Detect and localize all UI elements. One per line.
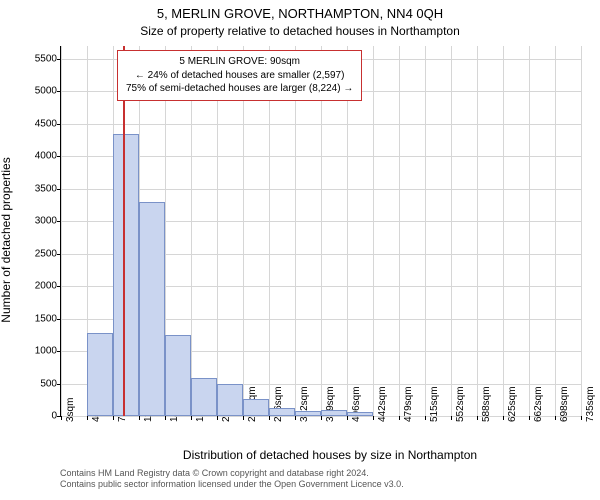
- histogram-bar: [243, 399, 269, 416]
- xtick-label: 479sqm: [403, 386, 414, 422]
- xtick-label: 332sqm: [299, 386, 310, 422]
- ytick-label: 2500: [35, 248, 57, 259]
- attribution-text: Contains HM Land Registry data © Crown c…: [60, 468, 404, 491]
- xtick-mark: [217, 416, 218, 420]
- xtick-mark: [347, 416, 348, 420]
- xtick-label: 662sqm: [533, 386, 544, 422]
- vgridline: [503, 46, 504, 416]
- xtick-mark: [191, 416, 192, 420]
- xtick-label: 735sqm: [585, 386, 596, 422]
- ytick-label: 5500: [35, 53, 57, 64]
- xtick-label: 552sqm: [455, 386, 466, 422]
- xtick-mark: [581, 416, 582, 420]
- xtick-label: 588sqm: [481, 386, 492, 422]
- ytick-label: 0: [51, 411, 57, 422]
- xtick-mark: [139, 416, 140, 420]
- vgridline: [269, 46, 270, 416]
- xtick-label: 296sqm: [273, 386, 284, 422]
- xtick-mark: [451, 416, 452, 420]
- ytick-label: 5000: [35, 86, 57, 97]
- vgridline: [321, 46, 322, 416]
- xtick-mark: [399, 416, 400, 420]
- histogram-bar: [217, 384, 243, 416]
- page-title-sub: Size of property relative to detached ho…: [0, 24, 600, 38]
- xtick-mark: [373, 416, 374, 420]
- vgridline: [581, 46, 582, 416]
- xtick-label: 3sqm: [65, 398, 76, 422]
- ytick-label: 1500: [35, 313, 57, 324]
- xtick-mark: [87, 416, 88, 420]
- histogram-bar: [295, 411, 321, 416]
- histogram-bar: [321, 410, 347, 416]
- xtick-mark: [295, 416, 296, 420]
- xtick-mark: [165, 416, 166, 420]
- xtick-mark: [61, 416, 62, 420]
- vgridline: [477, 46, 478, 416]
- xtick-label: 698sqm: [559, 386, 570, 422]
- xtick-label: 442sqm: [377, 386, 388, 422]
- annotation-line3: 75% of semi-detached houses are larger (…: [126, 82, 353, 96]
- xtick-mark: [477, 416, 478, 420]
- vgridline: [451, 46, 452, 416]
- annotation-line2: ← 24% of detached houses are smaller (2,…: [126, 69, 353, 83]
- xtick-mark: [555, 416, 556, 420]
- histogram-bar: [87, 333, 113, 416]
- vgridline: [243, 46, 244, 416]
- xtick-mark: [243, 416, 244, 420]
- histogram-bar: [191, 378, 217, 416]
- xtick-label: 369sqm: [325, 386, 336, 422]
- xtick-label: 406sqm: [351, 386, 362, 422]
- xtick-mark: [503, 416, 504, 420]
- histogram-bar: [347, 412, 373, 416]
- ytick-label: 3000: [35, 216, 57, 227]
- xtick-mark: [269, 416, 270, 420]
- xtick-label: 515sqm: [429, 386, 440, 422]
- vgridline: [217, 46, 218, 416]
- histogram-bar: [165, 335, 191, 416]
- vgridline: [191, 46, 192, 416]
- vgridline: [61, 46, 62, 416]
- vgridline: [347, 46, 348, 416]
- xtick-mark: [321, 416, 322, 420]
- annotation-box: 5 MERLIN GROVE: 90sqm← 24% of detached h…: [117, 50, 362, 101]
- xtick-label: 625sqm: [507, 386, 518, 422]
- vgridline: [529, 46, 530, 416]
- indicator-line: [123, 46, 125, 416]
- attribution-line2: Contains public sector information licen…: [60, 479, 404, 489]
- histogram-bar: [113, 134, 139, 416]
- vgridline: [555, 46, 556, 416]
- ytick-label: 1000: [35, 346, 57, 357]
- ytick-label: 4500: [35, 118, 57, 129]
- ytick-label: 500: [40, 378, 57, 389]
- y-axis-label: Number of detached properties: [0, 157, 13, 322]
- xtick-mark: [425, 416, 426, 420]
- page-title-main: 5, MERLIN GROVE, NORTHAMPTON, NN4 0QH: [0, 6, 600, 21]
- ytick-label: 4000: [35, 151, 57, 162]
- attribution-line1: Contains HM Land Registry data © Crown c…: [60, 468, 369, 478]
- vgridline: [399, 46, 400, 416]
- xtick-mark: [529, 416, 530, 420]
- histogram-bar: [139, 202, 165, 416]
- vgridline: [425, 46, 426, 416]
- histogram-chart: 0500100015002000250030003500400045005000…: [60, 46, 581, 417]
- histogram-bar: [269, 408, 295, 416]
- xtick-mark: [113, 416, 114, 420]
- x-axis-label: Distribution of detached houses by size …: [60, 448, 600, 462]
- ytick-label: 2000: [35, 281, 57, 292]
- annotation-line1: 5 MERLIN GROVE: 90sqm: [126, 55, 353, 69]
- vgridline: [295, 46, 296, 416]
- vgridline: [373, 46, 374, 416]
- ytick-label: 3500: [35, 183, 57, 194]
